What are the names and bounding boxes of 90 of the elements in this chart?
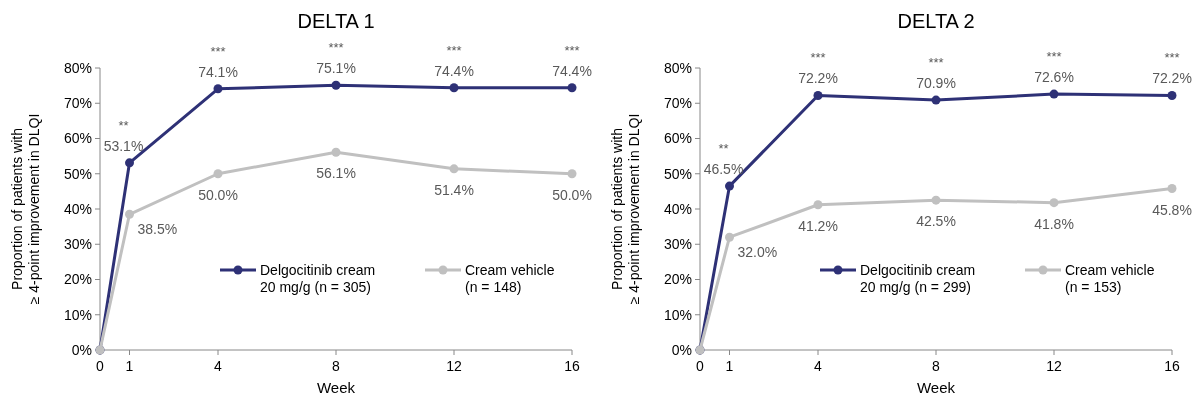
annotation: ***	[1164, 50, 1180, 66]
data-label: 41.2%	[798, 217, 838, 234]
annotation: ***	[810, 50, 826, 66]
x-tick-label: 12	[446, 358, 462, 374]
annotation: **	[118, 117, 129, 133]
data-label: 56.1%	[316, 165, 356, 182]
y-tick-label: 20%	[63, 271, 92, 288]
point	[125, 209, 134, 219]
data-label: 75.1%	[316, 60, 356, 77]
x-tick-label: 8	[332, 358, 341, 374]
point	[213, 84, 223, 94]
annotation: ***	[446, 42, 462, 58]
y-tick-label: 40%	[663, 200, 692, 217]
point	[1167, 184, 1177, 194]
data-label: 32.0%	[737, 244, 778, 261]
y-tick-label: 0%	[71, 341, 92, 358]
point	[567, 83, 577, 93]
annotation: ***	[928, 55, 944, 71]
legend-label: Cream vehicle (n = 153)	[1065, 261, 1155, 295]
annotation: ***	[328, 40, 344, 56]
data-label: 46.5%	[703, 161, 744, 178]
legend-label: Delgocitinib cream 20 mg/g (n = 299)	[860, 261, 976, 295]
x-tick-label: 4	[214, 358, 223, 374]
annotation: ***	[1046, 49, 1062, 65]
data-label: 51.4%	[434, 181, 474, 198]
data-label: 45.8%	[1152, 201, 1192, 218]
data-label: 50.0%	[198, 186, 238, 203]
data-label: 74.4%	[434, 62, 474, 79]
data-label: 38.5%	[137, 221, 178, 238]
data-label: 70.9%	[916, 75, 956, 92]
x-tick-label: 1	[725, 358, 734, 374]
data-label: 74.1%	[198, 63, 238, 80]
data-label: 53.1%	[103, 137, 144, 154]
y-tick-label: 80%	[663, 59, 692, 76]
data-label: 72.2%	[1152, 70, 1192, 87]
y-tick-label: 30%	[663, 236, 692, 253]
point	[1049, 198, 1059, 208]
x-tick-label: 4	[814, 358, 823, 374]
point	[1049, 89, 1059, 99]
point	[449, 164, 459, 174]
y-tick-label: 70%	[63, 95, 92, 112]
point	[725, 181, 734, 191]
x-tick-label: 0	[96, 358, 105, 374]
point	[813, 91, 823, 100]
chart-title: DELTA 1	[297, 10, 375, 32]
annotation: ***	[210, 43, 226, 59]
y-tick-label: 70%	[663, 95, 692, 112]
x-tick-label: 8	[932, 358, 941, 374]
annotation: ***	[564, 42, 580, 58]
data-label: 72.6%	[1034, 69, 1074, 86]
y-tick-label: 10%	[63, 306, 92, 323]
point	[331, 147, 341, 157]
data-label: 74.4%	[552, 62, 592, 79]
y-axis-title: Proportion of patients with ≥ 4-point improvement in DLQI	[9, 113, 42, 305]
x-tick-label: 16	[564, 358, 580, 374]
x-tick-label: 12	[1046, 358, 1062, 374]
y-tick-label: 50%	[63, 165, 92, 182]
x-axis-title: Week	[916, 379, 956, 396]
y-tick-label: 20%	[663, 271, 692, 288]
point	[931, 95, 941, 105]
y-tick-label: 60%	[663, 130, 692, 147]
point	[449, 83, 459, 93]
point	[931, 195, 941, 205]
x-tick-label: 16	[1164, 358, 1180, 374]
y-tick-label: 80%	[63, 59, 92, 76]
y-axis-title: Proportion of patients with ≥ 4-point improvement in DLQI	[609, 113, 642, 305]
point	[813, 200, 823, 210]
legend-label: Cream vehicle (n = 148)	[465, 261, 555, 295]
annotation: **	[718, 141, 729, 157]
legend-label: Delgocitinib cream 20 mg/g (n = 305)	[260, 261, 376, 295]
y-tick-label: 50%	[663, 165, 692, 182]
point	[725, 232, 734, 242]
point	[567, 169, 577, 179]
point	[213, 169, 223, 179]
x-tick-label: 1	[125, 358, 134, 374]
point	[1167, 91, 1177, 100]
x-tick-label: 0	[696, 358, 705, 374]
data-label: 41.8%	[1034, 215, 1074, 232]
y-tick-label: 40%	[63, 200, 92, 217]
point	[331, 80, 341, 90]
point	[125, 158, 134, 168]
y-tick-label: 30%	[63, 236, 92, 253]
chart-title: DELTA 2	[897, 10, 975, 32]
x-axis-title: Week	[316, 379, 356, 396]
y-tick-label: 0%	[671, 341, 692, 358]
data-label: 42.5%	[916, 213, 956, 230]
data-label: 72.2%	[798, 70, 838, 87]
y-tick-label: 10%	[663, 306, 692, 323]
y-tick-label: 60%	[63, 130, 92, 147]
data-label: 50.0%	[552, 186, 592, 203]
